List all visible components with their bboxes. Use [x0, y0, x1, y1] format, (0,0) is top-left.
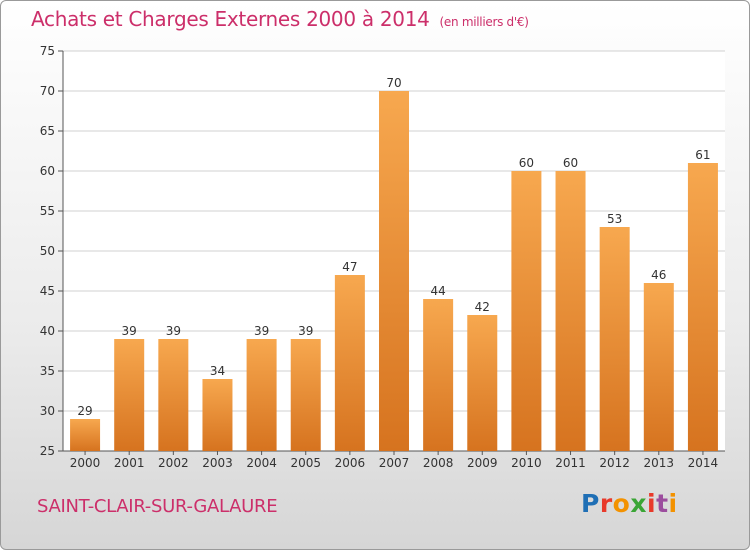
bar-2012	[599, 227, 630, 451]
bar-2003	[202, 379, 233, 451]
logo-letter: o	[612, 489, 631, 518]
chart-title: Achats et Charges Externes 2000 à 2014 (e…	[31, 7, 529, 31]
bar-2002	[158, 339, 189, 451]
x-tick-label: 2001	[114, 456, 145, 470]
logo-letter: t	[656, 489, 669, 518]
bar-2006	[334, 275, 365, 451]
data-label: 61	[695, 148, 710, 162]
x-tick-label: 2011	[555, 456, 586, 470]
data-label: 47	[342, 260, 357, 274]
bar-2009	[467, 315, 498, 451]
x-tick-label: 2012	[599, 456, 630, 470]
y-tick-label: 65	[40, 124, 55, 138]
logo-letter: r	[599, 489, 613, 518]
data-label: 34	[210, 364, 225, 378]
bar-chart: 25 30 35 40 45 50 55 60 65 70 75 29 2000 39 2001 39 2002…	[40, 44, 725, 470]
x-tick-label: 2007	[379, 456, 410, 470]
data-label: 39	[254, 324, 269, 338]
data-label: 60	[519, 156, 534, 170]
data-label: 39	[122, 324, 137, 338]
logo-letter: x	[630, 489, 647, 518]
x-tick-label: 2006	[335, 456, 366, 470]
bar-2007	[379, 91, 409, 451]
commune-name: SAINT-CLAIR-SUR-GALAURE	[37, 496, 278, 517]
bar-2014	[687, 163, 718, 451]
bar-2013	[643, 283, 674, 451]
x-tick-label: 2004	[246, 456, 277, 470]
bar-2005	[290, 339, 321, 451]
data-label: 42	[475, 300, 490, 314]
x-tick-label: 2009	[467, 456, 498, 470]
data-label: 44	[430, 284, 445, 298]
y-tick-label: 35	[40, 364, 55, 378]
data-label: 53	[607, 212, 622, 226]
bar-2010	[511, 171, 542, 451]
x-tick-label: 2010	[511, 456, 542, 470]
logo-letter: i	[668, 489, 678, 518]
y-tick-label: 55	[40, 204, 55, 218]
data-label: 60	[563, 156, 578, 170]
y-tick-label: 25	[40, 444, 55, 458]
data-label: 46	[651, 268, 666, 282]
x-tick-label: 2013	[644, 456, 675, 470]
bar-2008	[423, 299, 454, 451]
y-tick-label: 60	[40, 164, 55, 178]
y-tick-label: 70	[40, 84, 55, 98]
data-label: 29	[77, 404, 92, 418]
x-tick-label: 2008	[423, 456, 454, 470]
y-tick-label: 50	[40, 244, 55, 258]
logo-letter: i	[647, 489, 657, 518]
y-tick-label: 75	[40, 44, 55, 58]
x-tick-label: 2003	[202, 456, 233, 470]
y-tick-label: 30	[40, 404, 55, 418]
x-tick-label: 2000	[70, 456, 101, 470]
data-label: 39	[166, 324, 181, 338]
x-tick-label: 2005	[290, 456, 321, 470]
unit-note: (en milliers d'€)	[439, 15, 529, 29]
x-tick-label: 2014	[688, 456, 719, 470]
bar-2004	[246, 339, 277, 451]
bar-2011	[555, 171, 586, 451]
x-tick-label: 2002	[158, 456, 189, 470]
proxiti-logo: Proxiti	[581, 489, 678, 518]
y-tick-label: 40	[40, 324, 55, 338]
title-text: Achats et Charges Externes 2000 à 2014	[31, 7, 430, 31]
bar-2000	[70, 419, 101, 451]
data-label: 70	[386, 76, 401, 90]
data-label: 39	[298, 324, 313, 338]
logo-letter: P	[581, 489, 600, 518]
bar-2001	[114, 339, 145, 451]
y-tick-label: 45	[40, 284, 55, 298]
